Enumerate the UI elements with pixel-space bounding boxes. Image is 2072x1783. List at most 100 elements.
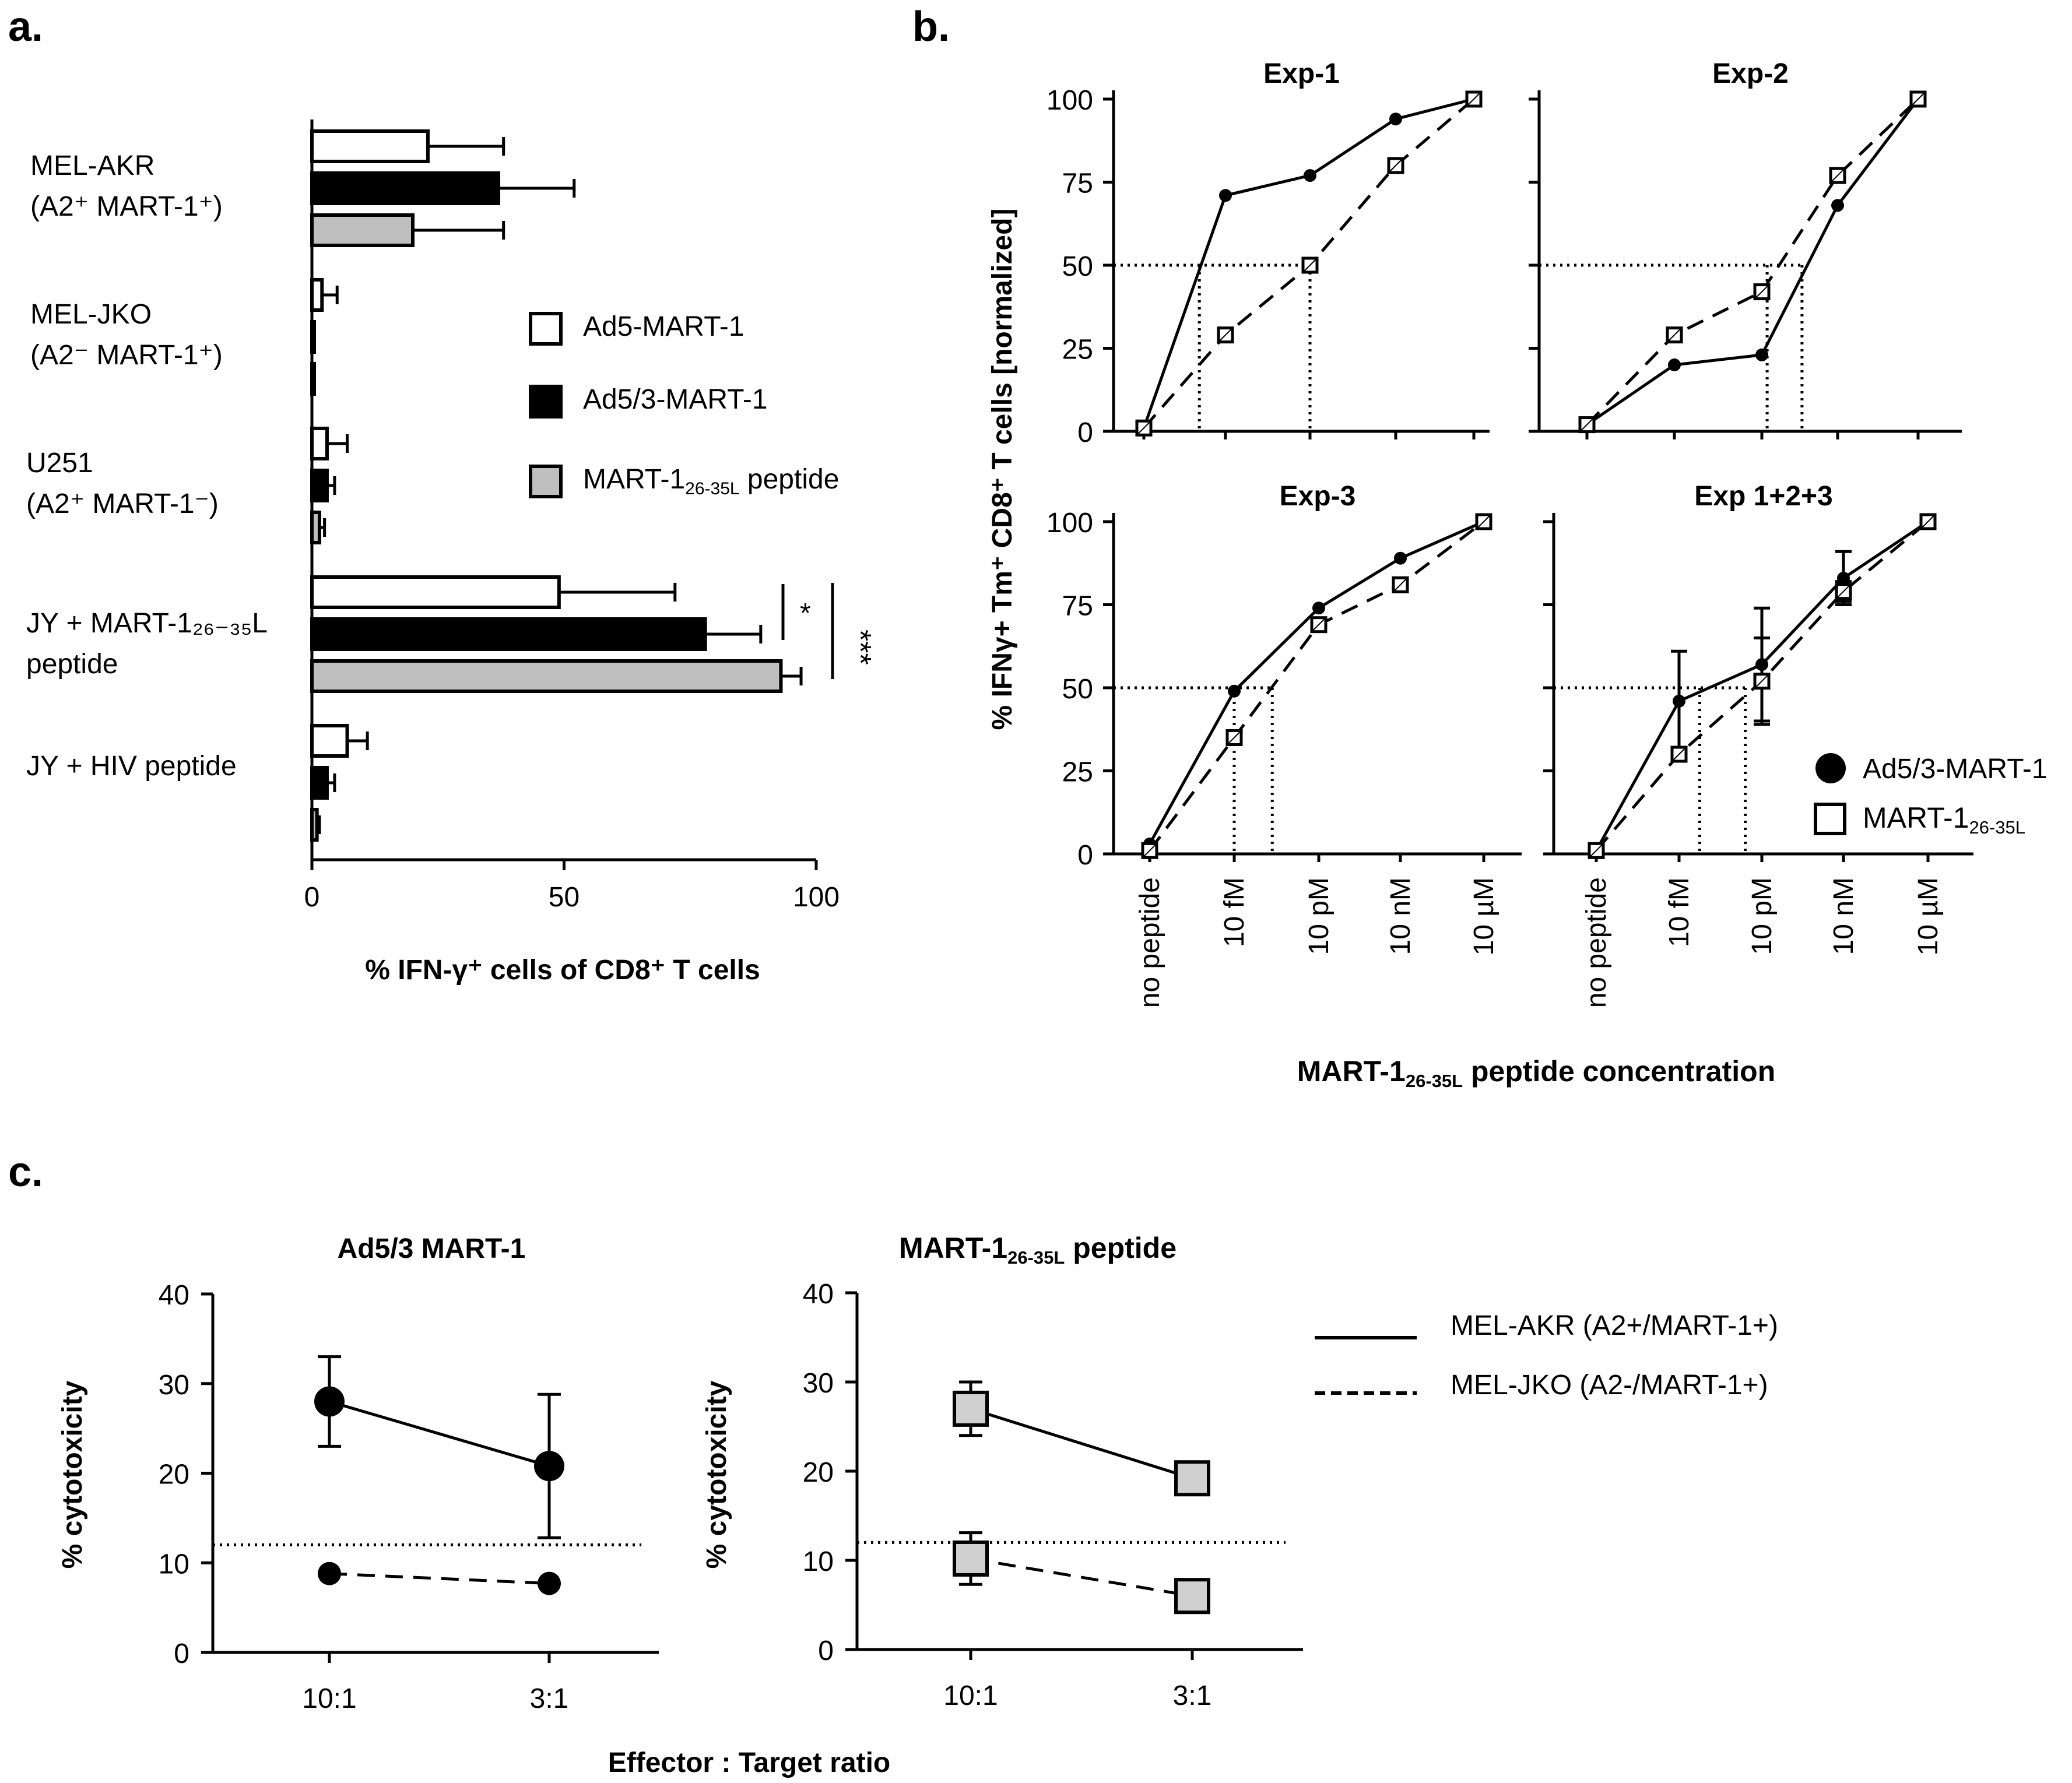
c-x-axis-title: Effector : Target ratio [608,1747,891,1778]
a-category-label: JY + HIV peptide [26,751,237,782]
c-y-tick-label: 30 [159,1370,189,1401]
c-marker-circle [314,1386,345,1417]
a-bar [310,511,321,544]
b-marker-square-hatch [1304,259,1316,272]
a-bar [310,724,349,758]
c-y-tick-label: 40 [159,1280,189,1311]
b-marker-square-hatch [1912,93,1924,105]
b-marker-square-hatch [1467,93,1480,105]
b-marker-circle [1668,358,1681,371]
c-legend-label: MEL-AKR (A2+/MART-1+) [1451,1310,1778,1341]
c-y-tick-label: 0 [174,1638,189,1669]
b-subplot-title: Exp 1+2+3 [1694,481,1833,512]
b-legend-marker-circle [1815,753,1846,783]
b-subplot-title: Exp-1 [1263,58,1340,89]
c-series-line-solid [329,1400,550,1468]
b-marker-square-hatch [1581,418,1593,431]
b-y-tick-label: 50 [1062,251,1093,282]
b-x-tick-label: 10 µM [1913,877,1944,955]
a-category-label: JY + MART-1₂₆₋₃₅L [26,608,268,639]
c-marker-square [1174,1460,1210,1497]
b-marker-circle [1219,189,1232,202]
b-subplot-title: Exp-3 [1280,481,1356,512]
b-marker-square-hatch [1837,585,1850,598]
c-marker-circle [538,1571,561,1595]
c-y-tick-label: 10 [159,1549,189,1580]
b-marker-square-hatch [1668,328,1681,342]
c-y-tick-label: 0 [818,1636,834,1666]
b-marker-circle [1304,169,1316,182]
b-x-tick-label: 10 µM [1469,877,1499,955]
b-series-line-solid [1148,520,1485,845]
b-y-tick-label: 100 [1046,85,1093,116]
panel-a-label: a. [8,3,43,50]
a-category-label: U251 [26,448,93,479]
b-x-tick-label: no peptide [1581,877,1612,1008]
a-bar [310,213,415,247]
a-legend-label: Ad5-MART-1 [583,311,744,342]
a-bar [310,575,561,609]
b-marker-circle [1831,199,1844,212]
a-bar [310,171,501,205]
b-marker-square-hatch [1143,844,1156,857]
a-bar [310,659,783,693]
c-x-tick-label: 3:1 [530,1683,569,1714]
c-subplot-title: MART-126-35L peptide [899,1232,1177,1268]
b-y-tick-label: 0 [1077,840,1093,871]
panel-c-cytotoxicity: Ad5/3 MART-1 0 10 20 30 40 10:1 3:1 % cytotoxici… [57,1232,1778,1778]
b-subplot: Exp 1+2+3 [1543,481,1973,862]
b-y-tick-label: 75 [1062,591,1093,622]
b-marker-circle [1394,551,1407,565]
b-marker-square-hatch [1590,844,1603,857]
a-legend-label: MART-126-35L peptide [583,464,839,498]
a-bar [310,808,319,842]
a-x-tick-label: 0 [304,882,320,913]
a-category-label: MEL-AKR [30,150,154,181]
b-marker-square-hatch [1312,618,1325,631]
b-marker-square-hatch [1389,159,1402,172]
b-marker-square-hatch [1228,731,1241,744]
b-y-tick-label: 25 [1062,757,1093,788]
b-y-tick-label: 50 [1062,674,1093,705]
b-y-tick-label: 25 [1062,335,1093,365]
a-bar [310,766,329,800]
a-bar [310,278,324,312]
a-legend-swatch [529,312,563,346]
b-legend-label: MART-126-35L [1863,801,2025,838]
b-subplot-title: Exp-2 [1712,58,1789,89]
c-x-tick-label: 10:1 [943,1680,998,1711]
b-x-tick-label: 10 pM [1747,877,1778,955]
panel-c-label: c. [8,1149,43,1195]
b-marker-square-hatch [1137,421,1150,435]
c-y-tick-label: 30 [803,1368,834,1399]
c-x-tick-label: 10:1 [302,1683,356,1714]
b-marker-square-hatch [1831,169,1844,182]
a-category-label: (A2⁺ MART-1⁺) [30,191,223,222]
b-subplot: Exp-3 0 25 50 75 100 [1046,481,1522,871]
a-bar [310,129,430,163]
b-y-tick-label: 75 [1062,168,1093,199]
b-series-line-dashed [1148,521,1485,852]
b-marker-circle [1673,694,1685,708]
b-y-tick-label: 100 [1046,508,1093,539]
b-x-tick-label: 10 nM [1385,877,1416,955]
c-marker-square [953,1540,989,1577]
b-x-tick-label: no peptide [1135,877,1165,1008]
b-marker-square-hatch [1755,674,1768,688]
b-marker-square-hatch [1219,328,1232,342]
b-marker-square-hatch [1394,578,1407,592]
c-subplot: Ad5/3 MART-1 0 10 20 30 40 10:1 3:1 % cytotoxici… [57,1233,659,1714]
b-marker-square-hatch [1673,748,1685,761]
b-marker-circle [1389,112,1402,126]
b-marker-circle [1755,348,1768,361]
a-category-label: MEL-JKO [30,299,152,330]
a-bar [310,617,707,651]
c-y-tick-label: 40 [803,1279,834,1310]
c-x-tick-label: 3:1 [1173,1680,1212,1711]
b-y-tick-label: 0 [1077,417,1093,448]
b-x-tick-label: 10 nM [1828,877,1859,955]
a-category-label: (A2⁻ MART-1⁺) [30,340,223,371]
panel-a-bar-chart: 0 50 100 % IFN-γ⁺ cells of CD8⁺ T cells MEL-… [26,119,877,986]
b-marker-circle [1228,684,1241,698]
